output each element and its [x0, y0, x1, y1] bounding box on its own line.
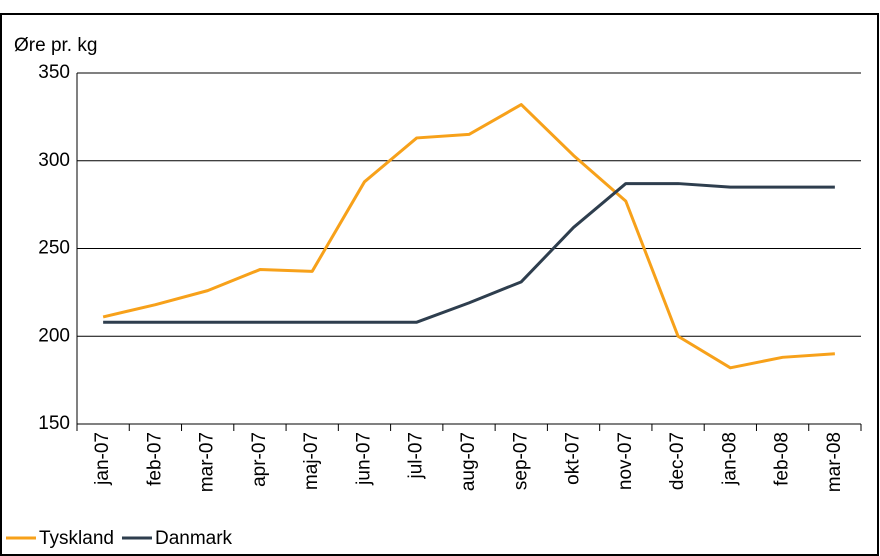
x-tick-label: apr-07 [249, 432, 270, 487]
y-tick-label: 250 [38, 238, 70, 259]
series-line [102, 103, 835, 370]
x-tick-label: mar-07 [197, 432, 218, 492]
y-tick-label: 350 [38, 62, 70, 83]
x-tick-label: maj-07 [301, 432, 322, 490]
x-tick-label: jul-07 [406, 432, 427, 479]
x-tick-label: okt-07 [563, 432, 584, 485]
frame [0, 13, 879, 556]
legend-label: Tyskland [39, 528, 114, 549]
x-tick-label: jan-08 [719, 432, 740, 486]
y-tick-label: 200 [38, 325, 70, 346]
x-tick-label: sep-07 [510, 432, 531, 490]
y-tick-label: 300 [38, 150, 70, 171]
x-tick-label: nov-07 [615, 432, 636, 490]
x-tick-label: aug-07 [458, 432, 479, 491]
x-tick-label: jan-07 [92, 432, 113, 486]
x-tick-label: feb-07 [144, 432, 165, 486]
x-tick-label: dec-07 [667, 432, 688, 490]
y-tick-label: 150 [38, 413, 70, 434]
x-tick-label: mar-08 [824, 432, 845, 492]
x-tick-label: feb-08 [772, 432, 793, 486]
legend-label: Danmark [155, 528, 233, 549]
y-axis-label: Øre pr. kg [14, 35, 97, 56]
x-tick-label: jun-07 [353, 432, 374, 486]
series-line [103, 182, 835, 324]
